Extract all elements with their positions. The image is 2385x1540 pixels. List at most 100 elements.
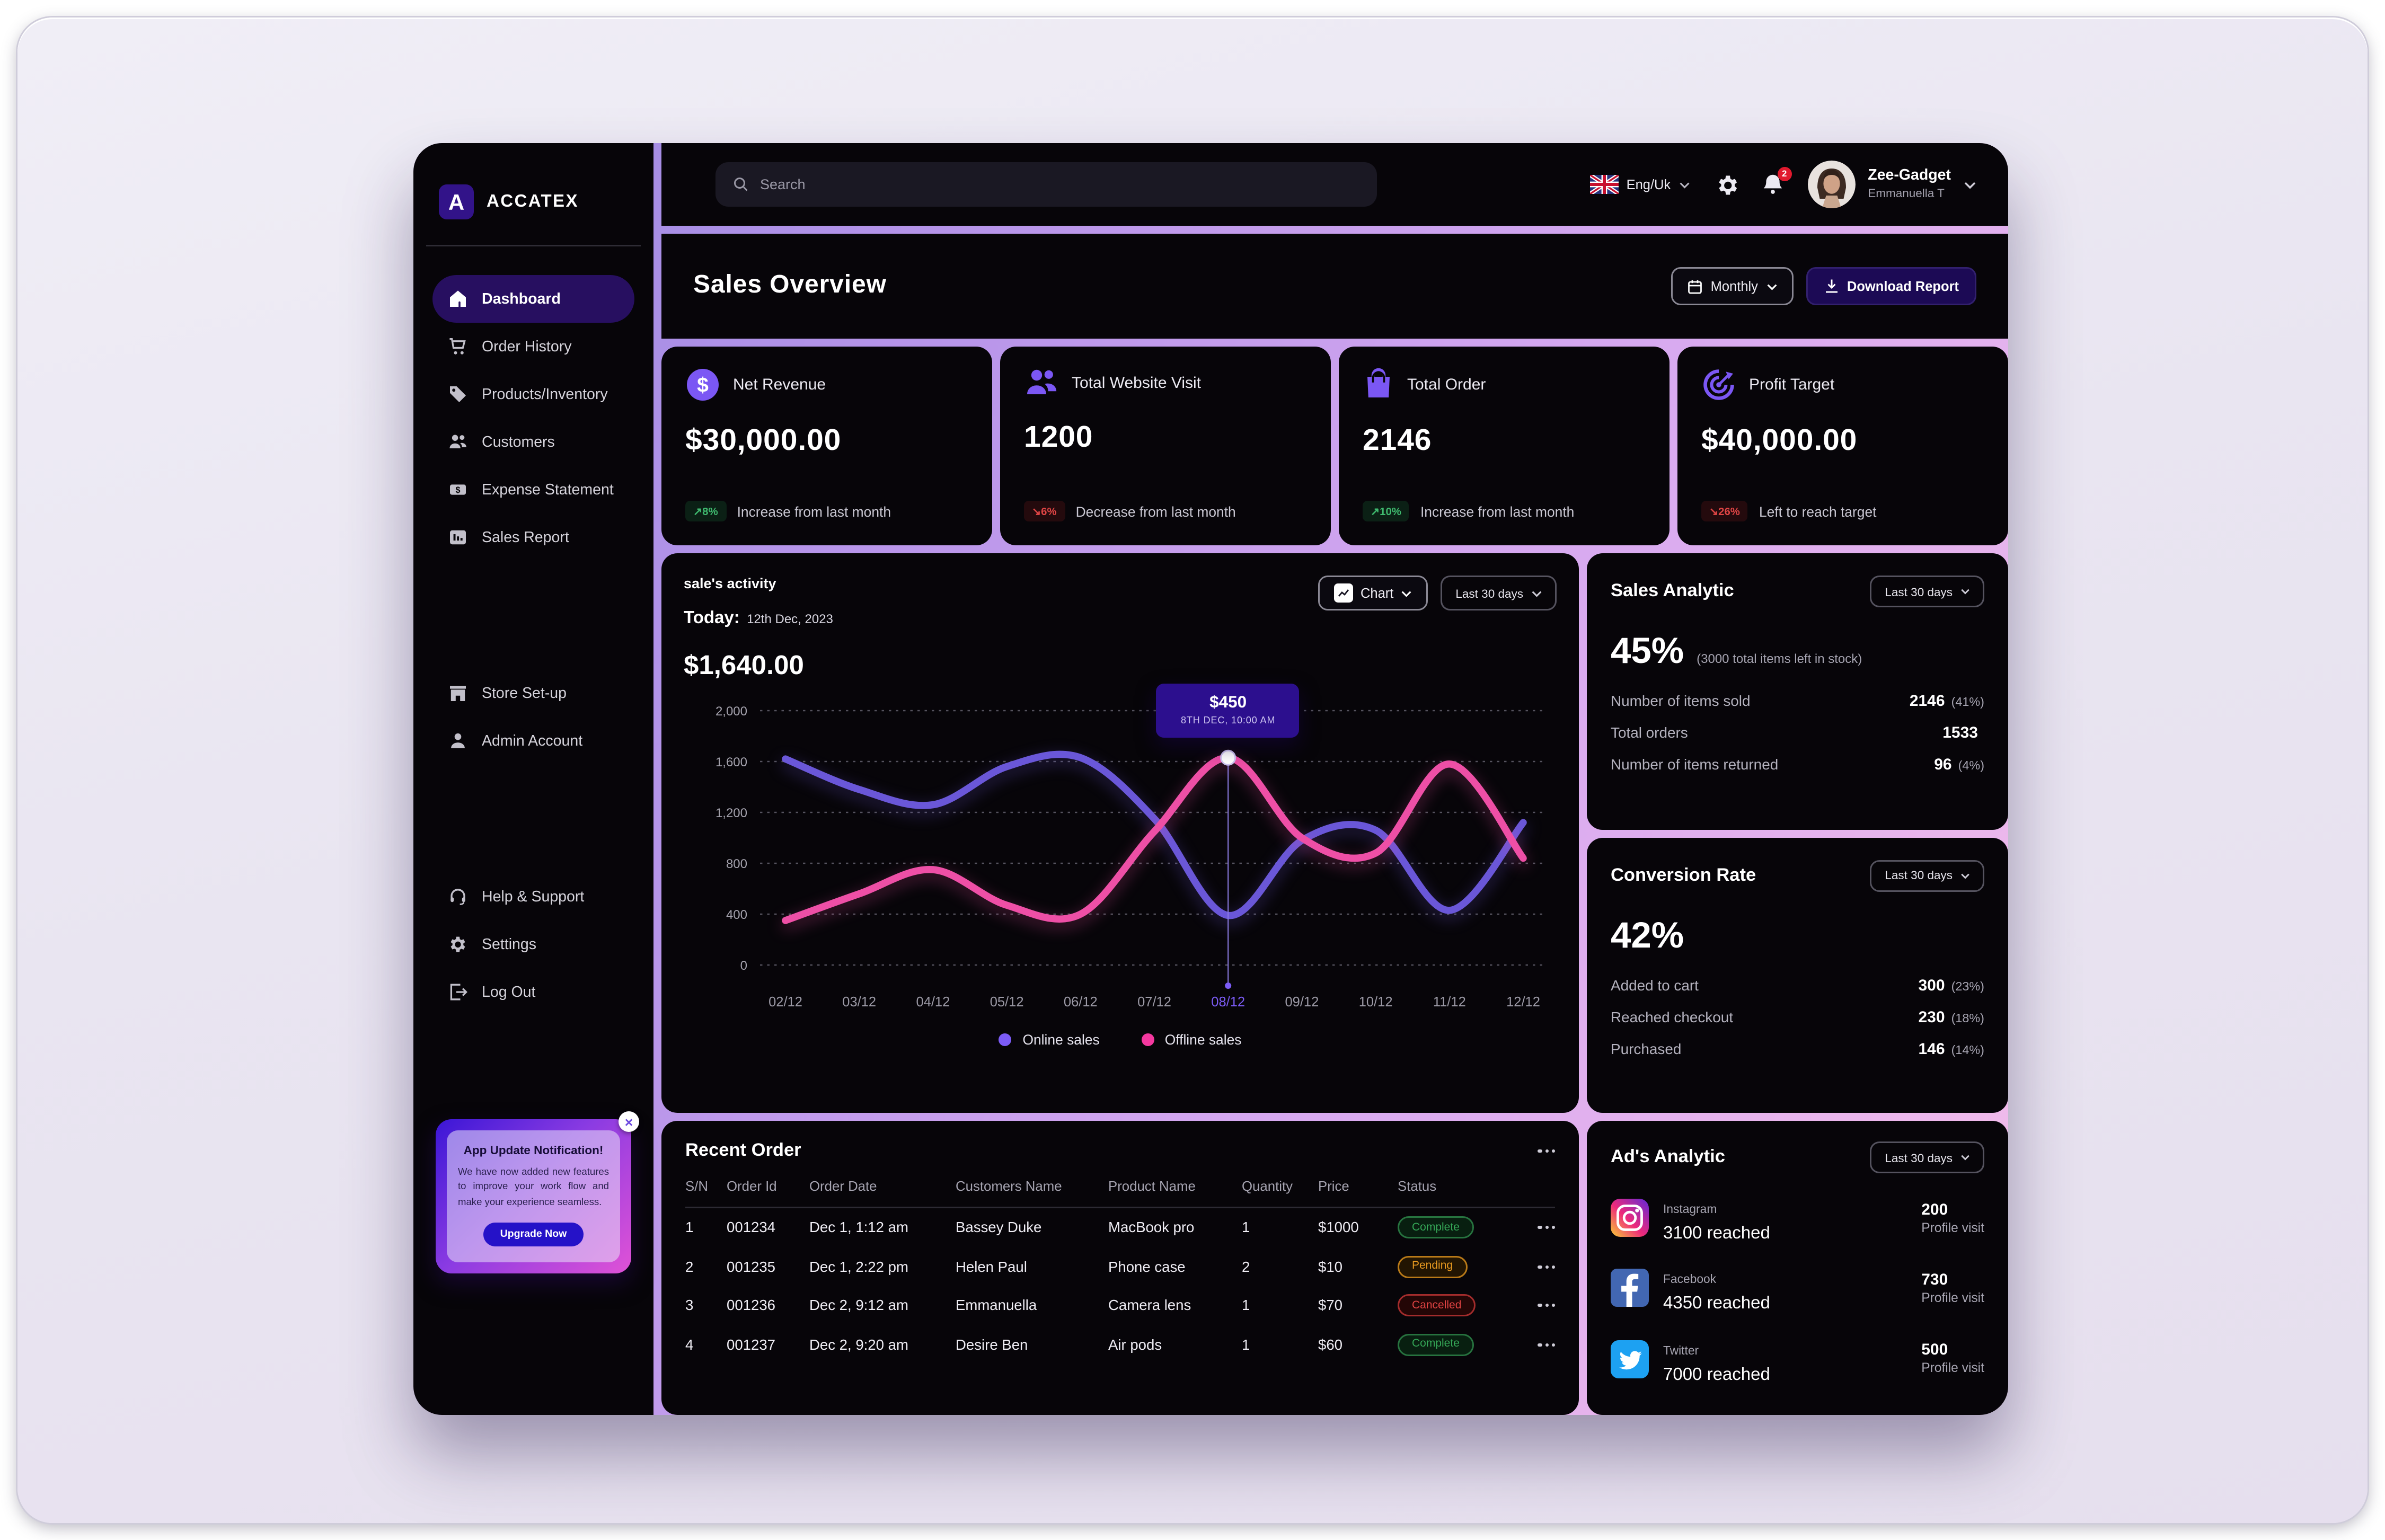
stock-note: (3000 total items left in stock) [1697, 652, 1862, 666]
language-selector[interactable]: Eng/Uk [1589, 175, 1690, 194]
row-menu-icon[interactable] [1538, 1226, 1555, 1230]
svg-text:08/12: 08/12 [1211, 995, 1245, 1010]
trend-down-badge: ↘26% [1701, 501, 1748, 521]
table-row[interactable]: 4 001237 Dec 2, 9:20 am Desire Ben Air pods 1… [685, 1325, 1555, 1365]
sidebar-item-order-history[interactable]: Order History [432, 323, 634, 370]
ads-analytic-panel: Ad's Analytic Last 30 days Instagram 3100… [1587, 1121, 2008, 1415]
instagram-icon [1611, 1199, 1649, 1237]
sidebar-item-expense-statement[interactable]: $ Expense Statement [432, 466, 634, 514]
card-title: Total Order [1407, 376, 1486, 394]
sidebar-item-label: Admin Account [482, 732, 583, 750]
gear-icon [448, 935, 467, 954]
chevron-down-icon [1766, 282, 1777, 290]
range-dropdown[interactable]: Last 30 days [1870, 1141, 1984, 1173]
chart-type-dropdown[interactable]: Chart [1318, 576, 1429, 610]
notification-count-badge: 2 [1777, 167, 1792, 181]
line-chart[interactable]: 0 400 800 1,200 1,600 2,000 02/12 03/12 04/12 05/… [684, 698, 1557, 1029]
search-box[interactable] [716, 162, 1377, 207]
row-menu-icon[interactable] [1538, 1342, 1555, 1347]
svg-text:$: $ [697, 374, 709, 397]
table-row[interactable]: 1 001234 Dec 1, 1:12 am Bassey Duke MacBook … [685, 1208, 1555, 1247]
headset-icon [448, 887, 467, 906]
sidebar-item-admin-account[interactable]: Admin Account [432, 717, 634, 765]
panel-menu-icon[interactable] [1538, 1149, 1555, 1153]
sidebar-item-store-setup[interactable]: Store Set-up [432, 669, 634, 717]
search-input[interactable] [760, 176, 1359, 192]
svg-text:0: 0 [740, 959, 747, 973]
uk-flag-icon [1589, 175, 1619, 194]
svg-text:07/12: 07/12 [1137, 995, 1171, 1010]
card-value: $30,000.00 [685, 424, 842, 458]
card-note: Left to reach target [1759, 503, 1877, 519]
svg-text:$: $ [455, 485, 460, 495]
card-net-revenue: $ Net Revenue $30,000.00 ↗8% Increase fr… [661, 347, 992, 545]
analytic-percent: 45% [1611, 630, 1684, 671]
card-note: Increase from last month [1420, 503, 1575, 519]
sidebar-item-label: Expense Statement [482, 481, 614, 499]
card-note: Decrease from last month [1075, 503, 1236, 519]
sidebar-item-customers[interactable]: Customers [432, 418, 634, 466]
chevron-down-icon [1531, 589, 1542, 597]
svg-text:2,000: 2,000 [716, 704, 747, 719]
sidebar-item-log-out[interactable]: Log Out [432, 968, 634, 1016]
chevron-down-icon [1964, 181, 1976, 189]
range-dropdown[interactable]: Last 30 days [1870, 859, 1984, 891]
dollar-circle-icon: $ [685, 367, 720, 402]
sidebar-item-settings[interactable]: Settings [432, 921, 634, 968]
target-icon [1701, 367, 1736, 402]
upgrade-now-button[interactable]: Upgrade Now [482, 1222, 585, 1246]
sidebar-main-nav: Dashboard Order History Products/Invento… [432, 275, 634, 561]
calendar-icon [1687, 278, 1703, 295]
trend-down-badge: ↘6% [1024, 501, 1065, 521]
card-title: Profit Target [1749, 376, 1835, 394]
logo-icon: A [439, 184, 474, 219]
card-total-order: Total Order 2146 ↗10% Increase from last… [1339, 347, 1670, 545]
svg-text:400: 400 [726, 908, 747, 922]
sales-activity-panel: sale's activity Today: 12th Dec, 2023 Ch… [661, 553, 1579, 1113]
today-label: Today: [684, 609, 740, 628]
close-icon[interactable]: × [619, 1111, 639, 1132]
row-menu-icon[interactable] [1538, 1264, 1555, 1269]
activity-label: sale's activity [684, 576, 776, 591]
online-sales-dot [999, 1033, 1012, 1046]
user-menu[interactable]: Zee-Gadget Emmanuella T [1807, 161, 1976, 208]
language-label: Eng/Uk [1626, 176, 1671, 192]
sidebar-item-sales-report[interactable]: Sales Report [432, 514, 634, 561]
range-dropdown[interactable]: Last 30 days [1870, 576, 1984, 607]
card-total-website-visit: Total Website Visit 1200 ↘6% Decrease fr… [1000, 347, 1331, 545]
ad-row-instagram: Instagram 3100 reached 200 Profile visit [1611, 1183, 1984, 1253]
status-badge: Pending [1398, 1255, 1468, 1278]
chevron-down-icon [1679, 181, 1690, 189]
download-report-button[interactable]: Download Report [1805, 267, 1976, 305]
range-dropdown[interactable]: Last 30 days [1441, 576, 1557, 610]
table-row[interactable]: 2 001235 Dec 1, 2:22 pm Helen Paul Phone cas… [685, 1247, 1555, 1287]
main-area: Eng/Uk 2 Zee-Ga [661, 143, 2008, 1415]
app-logo: A ACCATEX [432, 184, 634, 219]
top-bar: Eng/Uk 2 Zee-Ga [661, 143, 2008, 226]
row-menu-icon[interactable] [1538, 1304, 1555, 1308]
sidebar-item-dashboard[interactable]: Dashboard [432, 275, 634, 323]
sidebar-item-help-support[interactable]: Help & Support [432, 873, 634, 921]
avatar [1807, 161, 1856, 208]
store-icon [448, 684, 467, 703]
sidebar: A ACCATEX Dashboard Order History Produc… [413, 143, 653, 1415]
banknote-icon: $ [448, 480, 467, 499]
table-row[interactable]: 3 001236 Dec 2, 9:12 am Emmanuella Camera le… [685, 1286, 1555, 1325]
settings-gear-icon[interactable] [1713, 173, 1737, 197]
table-header: S/N Order Id Order Date Customers Name Produ… [685, 1178, 1555, 1208]
sidebar-item-products-inventory[interactable]: Products/Inventory [432, 370, 634, 418]
logout-icon [448, 983, 467, 1002]
facebook-icon [1611, 1269, 1649, 1308]
chart-tooltip: $450 8TH DEC, 10:00 AM [1156, 683, 1300, 737]
page-title: Sales Overview [693, 272, 887, 299]
svg-text:05/12: 05/12 [990, 995, 1024, 1010]
activity-amount: $1,640.00 [684, 650, 804, 680]
notifications-bell-icon[interactable]: 2 [1761, 167, 1792, 196]
sidebar-store-nav: Store Set-up Admin Account [432, 669, 634, 765]
svg-text:1,600: 1,600 [716, 755, 747, 769]
sidebar-item-label: Help & Support [482, 888, 585, 906]
sidebar-item-label: Settings [482, 935, 536, 953]
sidebar-item-label: Store Set-up [482, 684, 567, 702]
period-dropdown[interactable]: Monthly [1671, 267, 1793, 305]
card-note: Increase from last month [737, 503, 891, 519]
